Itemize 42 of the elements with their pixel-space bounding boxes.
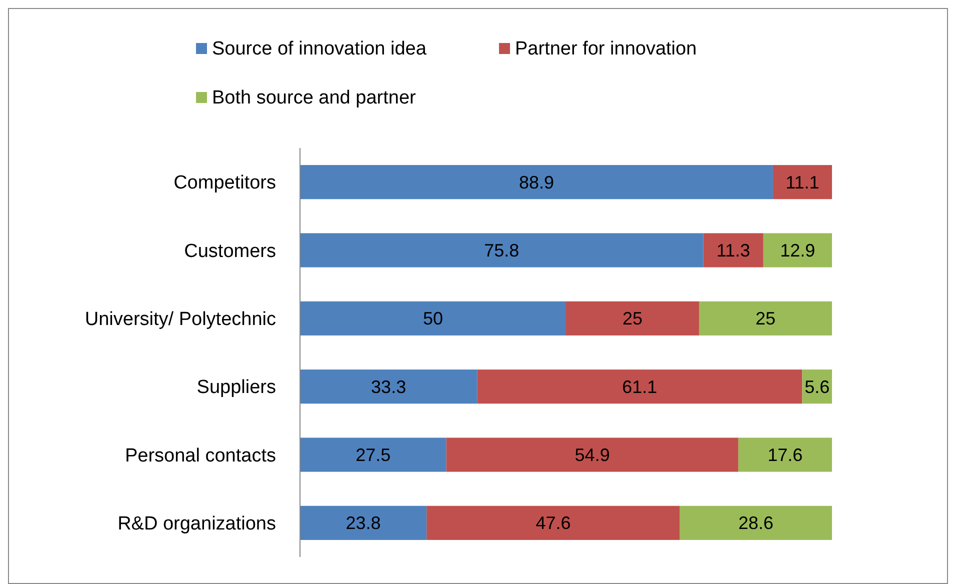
bar: [566, 301, 699, 336]
bar: [300, 233, 704, 268]
bar: [763, 233, 832, 268]
bar: [772, 165, 832, 200]
bar: [300, 438, 446, 472]
data-label: 88.9: [518, 172, 554, 192]
legend-label: Source of innovation idea: [212, 38, 427, 60]
y-tick-label: Competitors: [174, 172, 276, 194]
data-label: 47.6: [536, 513, 571, 534]
y-tick-label: Personal contacts: [124, 445, 276, 466]
y-tick-label: Customers: [184, 240, 276, 262]
bar: [738, 438, 832, 472]
bar: [680, 506, 832, 540]
data-label: 5.6: [804, 376, 830, 397]
data-label: 75.8: [484, 240, 520, 261]
y-tick-label: University/ Polytechnic: [84, 309, 276, 330]
data-label: 33.3: [371, 376, 406, 397]
data-label: 50: [422, 308, 444, 329]
bar: [300, 506, 427, 540]
data-label: 28.6: [738, 513, 774, 534]
bar: [426, 506, 680, 540]
y-tick-label: Suppliers: [196, 377, 276, 398]
data-label: 11.1: [786, 172, 820, 192]
legend-label: Partner for innovation: [515, 38, 697, 60]
y-tick-label: R&D organizations: [118, 514, 276, 535]
data-label: 61.1: [622, 376, 658, 397]
data-label: 12.9: [780, 240, 816, 261]
data-label: 17.6: [768, 445, 803, 466]
bar: [477, 370, 802, 404]
data-label: 25: [622, 308, 643, 329]
bar: [300, 301, 566, 336]
data-label: 54.9: [574, 445, 610, 466]
data-label: 11.3: [716, 240, 750, 261]
bar: [703, 233, 764, 268]
data-label: 27.5: [356, 445, 391, 466]
bar: [699, 301, 832, 336]
bar: [300, 370, 478, 404]
bar: [446, 438, 738, 472]
data-label: 25: [755, 308, 776, 329]
bar: [300, 165, 773, 200]
data-label: 23.8: [346, 513, 381, 534]
legend-label: Both source and partner: [212, 88, 417, 109]
